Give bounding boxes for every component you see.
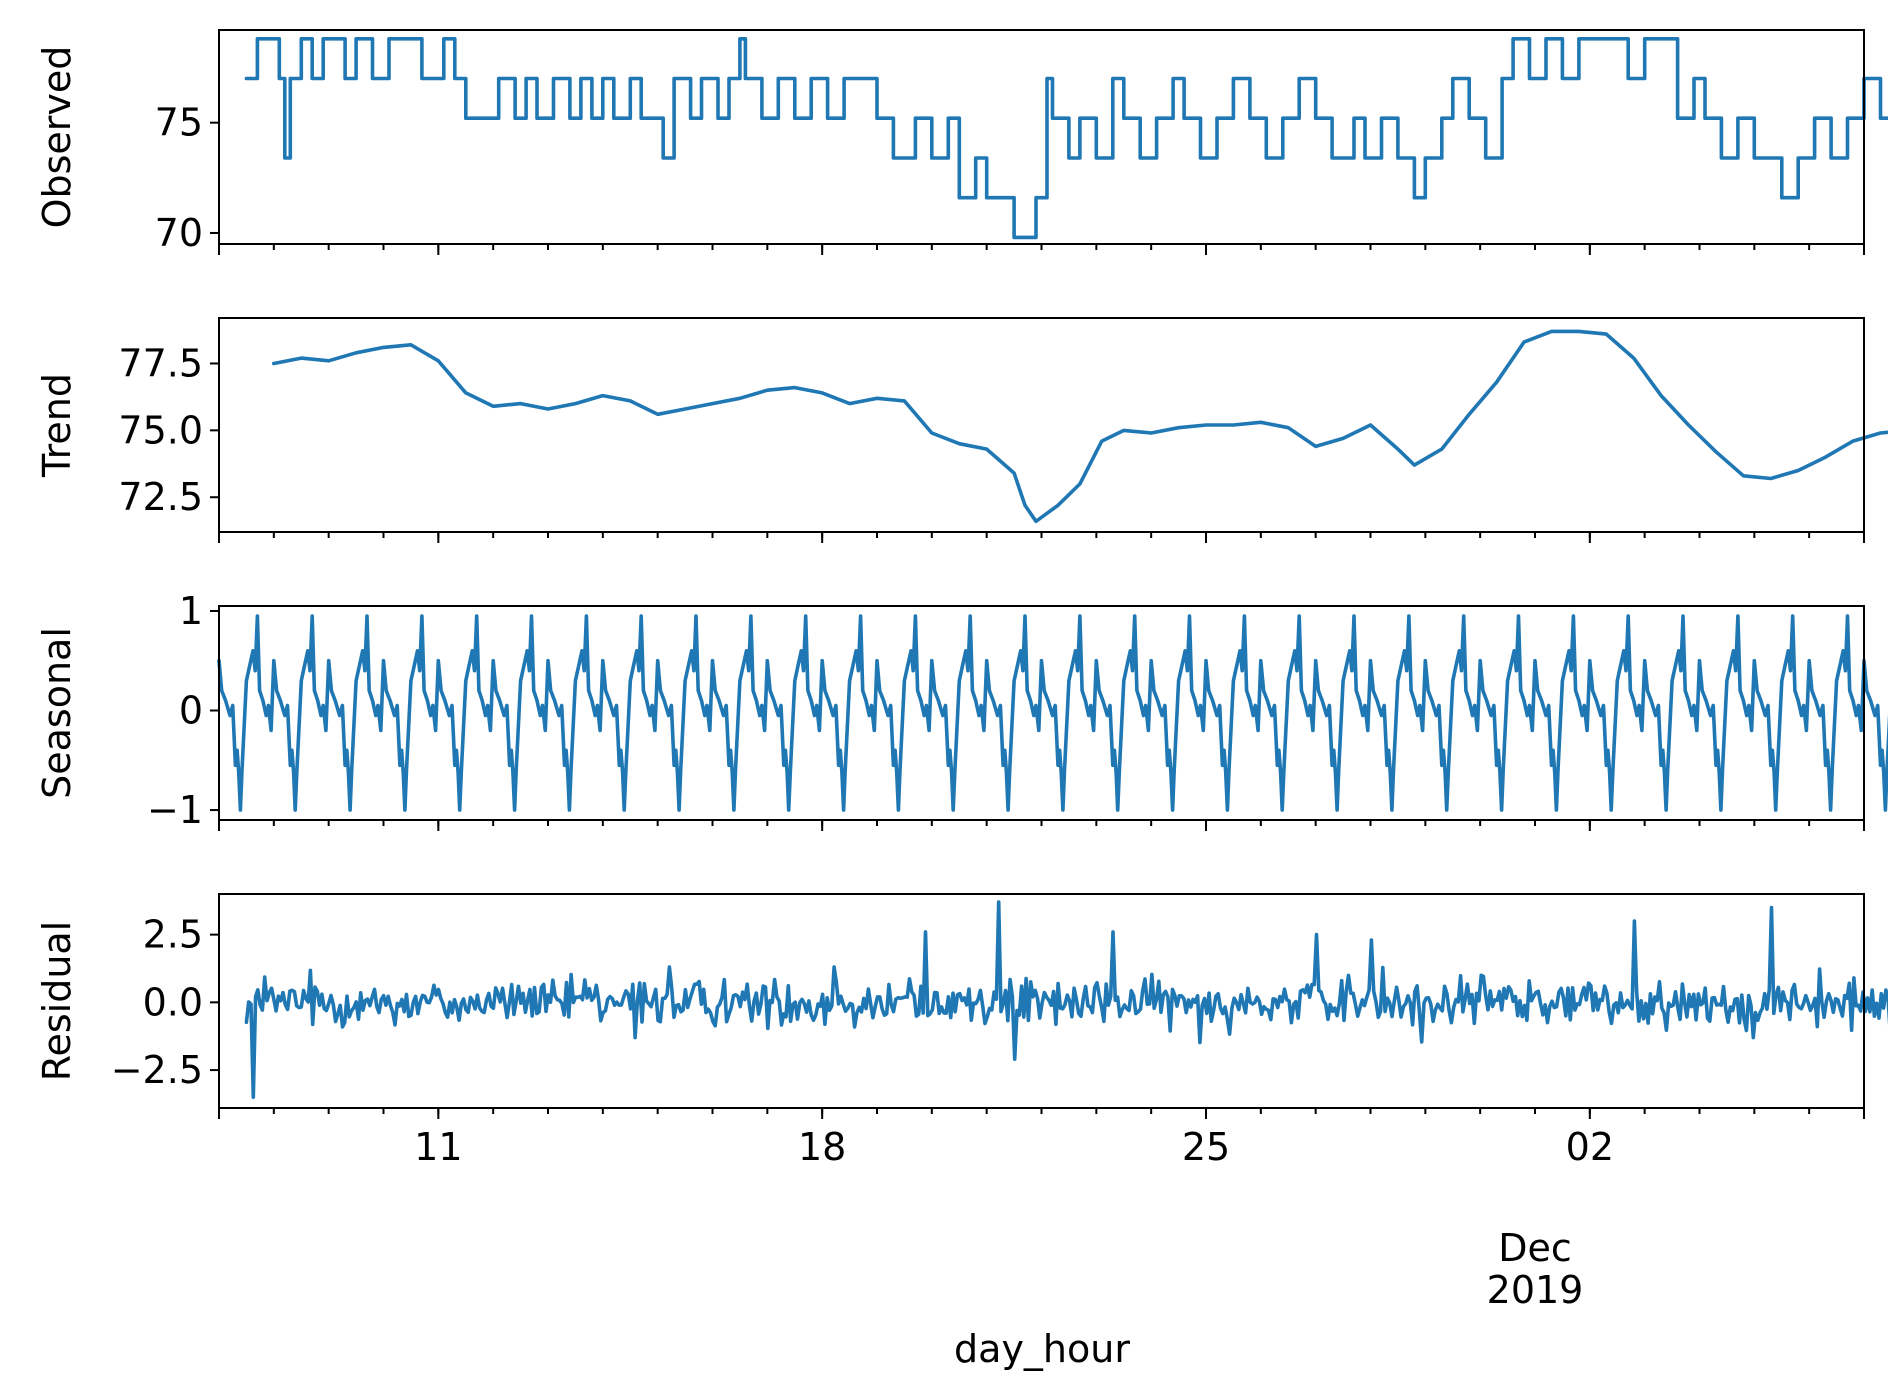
y-tick-label: 1 [179, 589, 203, 633]
x-axis-label: day_hour [954, 1327, 1130, 1371]
y-tick-label: 70 [155, 211, 203, 255]
x-tick-label: 25 [1182, 1125, 1230, 1169]
y-axis-label: Trend [35, 373, 79, 478]
y-tick-label: 0.0 [143, 980, 203, 1024]
x-tick-label: 02 [1566, 1125, 1614, 1169]
y-tick-label: 2.5 [143, 913, 203, 957]
y-axis-label: Seasonal [35, 627, 79, 799]
y-tick-label: −2.5 [111, 1048, 203, 1092]
x-tick-label: 18 [798, 1125, 846, 1169]
axes-frame [218, 317, 1865, 533]
panel-trend: 72.5 75.0 77.5 Trend [35, 317, 1888, 543]
y-tick-label: 75.0 [118, 408, 203, 452]
y-axis-label: Residual [35, 921, 79, 1081]
x-tick-label: 11 [414, 1125, 462, 1169]
y-tick-label: 72.5 [118, 475, 203, 519]
y-axis-label: Observed [35, 46, 79, 229]
y-tick-label: 77.5 [118, 341, 203, 385]
panel-residual: −2.5 0.0 2.5 Residual [35, 893, 1888, 1119]
y-tick-label: −1 [147, 788, 203, 832]
series-line-seasonal [217, 614, 1888, 812]
panel-seasonal: −1 0 1 Seasonal [35, 589, 1888, 832]
panel-observed: 70 75 Observed [35, 29, 1888, 255]
y-tick-label: 0 [179, 689, 203, 733]
series-line-observed [244, 37, 1888, 240]
x-month-label: Dec [1498, 1226, 1572, 1270]
y-tick-label: 75 [155, 101, 203, 145]
series-line-residual [244, 900, 1888, 1099]
axes-frame [218, 29, 1865, 245]
x-month-label: 2019 [1487, 1268, 1584, 1312]
series-line-trend [272, 329, 1888, 524]
